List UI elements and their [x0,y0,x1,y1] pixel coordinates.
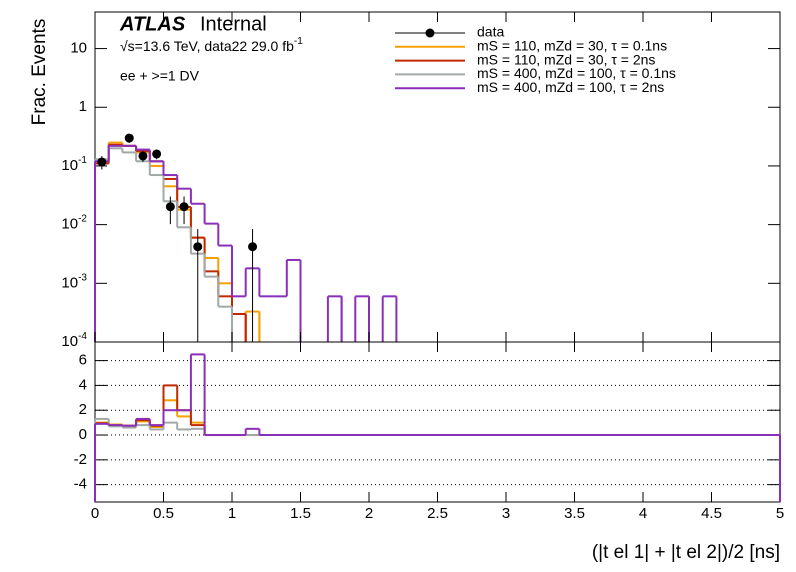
legend-label: data [477,24,504,40]
y-tick-base: 10 [61,333,78,350]
y-tick-label: 6 [79,352,87,369]
data-point [152,149,162,159]
energy-text: √s=13.6 TeV, data22 29.0 fb [120,38,294,54]
data-point [138,151,148,161]
x-axis-label: (|t el 1| + |t el 2|)/2 [ns] [592,542,780,563]
y-tick-label: -2 [74,451,87,468]
data-point [179,202,189,212]
x-tick-label: 3.5 [564,505,585,522]
data-point [248,242,258,252]
y-tick-base: 10 [61,274,78,291]
y-axis-label: Frac. Events [29,19,50,126]
x-tick-label: 4 [639,505,647,522]
y-tick-exponent: -4 [78,331,87,342]
y-tick-label: 10-1 [61,155,87,174]
energy-label: √s=13.6 TeV, data22 29.0 fb-1 [120,36,303,54]
y-tick-label: 10-4 [61,331,87,350]
plot-area [94,353,781,502]
y-tick-label: 10-3 [61,272,87,291]
experiment-label: ATLAS [119,13,186,35]
y-tick-exponent: -3 [78,272,87,283]
x-tick-label: 4.5 [701,505,722,522]
x-tick-label: 2 [365,505,373,522]
y-tick-label: 0 [79,426,87,443]
data-point [193,242,203,252]
y-tick-exponent: -2 [78,213,87,224]
legend-label: mS = 400, mZd = 100, τ = 0.1ns [477,65,676,81]
x-tick-label: 0 [91,505,99,522]
status-label: Internal [200,13,267,35]
legend-marker [425,28,435,38]
data-point [165,202,175,212]
y-tick-label: 10 [70,40,87,57]
x-tick-label: 0.5 [153,505,174,522]
y-tick-base: 10 [61,216,78,233]
y-tick-label: 1 [79,98,87,115]
x-tick-label: 2.5 [427,505,448,522]
data-point [124,133,134,143]
y-tick-label: 4 [79,376,87,393]
y-tick-label: -4 [74,476,87,493]
y-tick-exponent: -1 [78,155,87,166]
y-tick-label: 10-2 [61,213,87,232]
legend-label: mS = 110, mZd = 30, τ = 0.1ns [477,38,667,54]
data-point [97,157,107,167]
y-tick-label: 2 [79,401,87,418]
x-tick-label: 1 [228,505,236,522]
legend-label: mS = 110, mZd = 30, τ = 2ns [477,51,655,67]
y-tick-base: 10 [61,157,78,174]
channel-label: ee + >=1 DV [120,68,200,84]
x-tick-label: 5 [776,505,784,522]
legend-label: mS = 400, mZd = 100, τ = 2ns [477,79,664,95]
energy-exponent: -1 [294,36,303,47]
x-tick-label: 3 [502,505,510,522]
x-tick-label: 1.5 [290,505,311,522]
